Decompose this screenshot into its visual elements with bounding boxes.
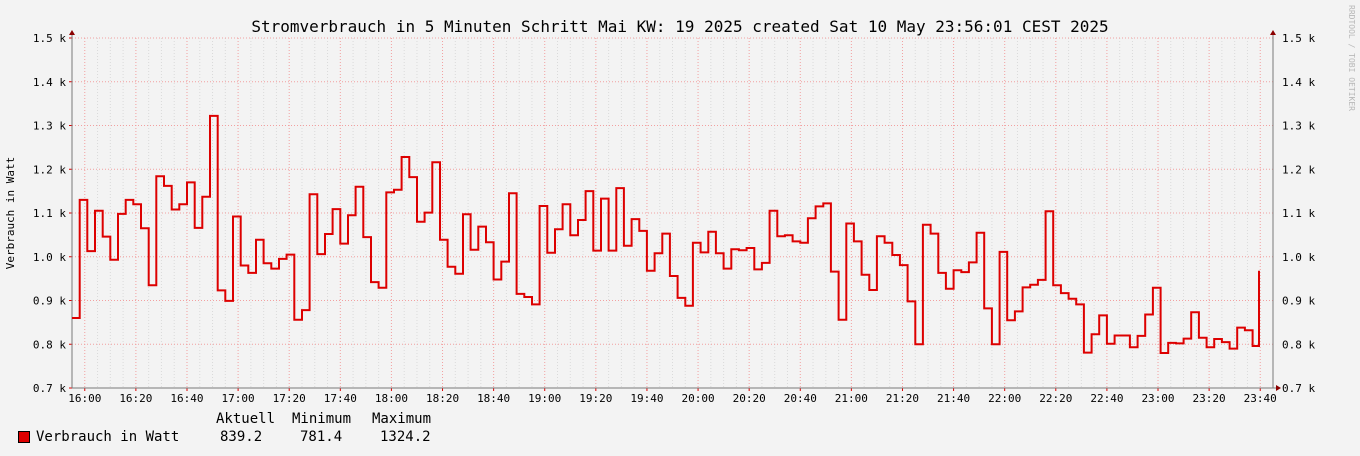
y-tick-label: 0.9 k: [33, 295, 66, 308]
series-line-verbrauch: [72, 114, 1260, 354]
legend-stats-header-max: Maximum: [372, 411, 431, 427]
legend-swatch: [18, 431, 30, 443]
y-tick-labels-left: 0.7 k 0.8 k 0.9 k 1.0 k 1.1 k 1.2 k 1.3 k 1.4 k…: [33, 32, 66, 395]
y-tick-label-right: 1.1 k: [1282, 207, 1315, 220]
y-tick-label: 0.7 k: [33, 382, 66, 395]
stat-value-aktuell: 839.2: [220, 429, 263, 445]
y-tick-label: 1.0 k: [33, 251, 66, 264]
stat-value-maximum: 1324.2: [380, 429, 431, 445]
axes: [69, 30, 1281, 391]
stat-value-maximum-cell: 1324.2: [380, 429, 431, 445]
y-axis-label: Verbrauch in Watt: [4, 157, 17, 270]
legend-entry: Verbrauch in Watt: [18, 429, 179, 445]
x-tick-labels: 16:00 16:20 16:40 17:00 17:20 17:40 18:00 18:20…: [68, 392, 1277, 405]
y-tick-label: 0.8 k: [33, 338, 66, 351]
x-tick-label: 21:00: [835, 392, 868, 405]
stat-value-minimum-cell: 781.4: [300, 429, 342, 445]
x-tick-label: 20:40: [784, 392, 817, 405]
x-tick-label: 20:00: [681, 392, 714, 405]
x-tick-label: 22:00: [988, 392, 1021, 405]
y-tick-label-right: 1.2 k: [1282, 163, 1315, 176]
x-tick-label: 20:20: [733, 392, 766, 405]
y-tick-label-right: 0.8 k: [1282, 338, 1315, 351]
y-tick-labels-right: 0.7 k 0.8 k 0.9 k 1.0 k 1.1 k 1.2 k 1.3 k 1.4 k…: [1282, 32, 1315, 395]
legend-stats-header: Aktuell: [216, 411, 275, 427]
x-tick-label: 23:00: [1141, 392, 1174, 405]
y-tick-label: 1.5 k: [33, 32, 66, 45]
stat-value-minimum: 781.4: [300, 429, 343, 445]
x-tick-label: 23:40: [1244, 392, 1277, 405]
x-tick-label: 23:20: [1193, 392, 1226, 405]
x-tick-label: 16:40: [170, 392, 203, 405]
y-tick-label: 1.3 k: [33, 120, 66, 133]
legend-series-name: Verbrauch in Watt: [36, 429, 180, 445]
y-tick-label-right: 0.7 k: [1282, 382, 1315, 395]
x-tick-label: 17:00: [222, 392, 255, 405]
y-axis-arrow-right: [1270, 30, 1276, 35]
x-axis-arrow: [1276, 385, 1281, 391]
y-tick-label-right: 1.0 k: [1282, 251, 1315, 264]
x-tick-label: 19:20: [579, 392, 612, 405]
y-tick-label: 1.1 k: [33, 207, 66, 220]
y-tick-label: 1.4 k: [33, 76, 66, 89]
watermark-text: RRDTOOL / TOBI OETIKER: [1347, 5, 1356, 111]
x-tick-label: 18:00: [375, 392, 408, 405]
y-tick-label-right: 0.9 k: [1282, 295, 1315, 308]
x-tick-label: 21:20: [886, 392, 919, 405]
x-tick-label: 19:40: [630, 392, 663, 405]
y-tick-label-right: 1.3 k: [1282, 120, 1315, 133]
legend-stats-header-min: Minimum: [292, 411, 351, 427]
x-tick-label: 17:20: [273, 392, 306, 405]
stat-label-aktuell: Aktuell: [216, 411, 276, 427]
chart-title: Stromverbrauch in 5 Minuten Schritt Mai …: [251, 17, 1108, 36]
stat-label-maximum: Maximum: [372, 411, 432, 427]
stat-label-minimum: Minimum: [292, 411, 352, 427]
x-tick-label: 21:40: [937, 392, 970, 405]
x-tick-label: 16:20: [119, 392, 152, 405]
y-tick-label-right: 1.5 k: [1282, 32, 1315, 45]
y-tick-label-right: 1.4 k: [1282, 76, 1315, 89]
x-tick-label: 19:00: [528, 392, 561, 405]
stat-value-aktuell-cell: 839.2: [220, 429, 262, 445]
x-tick-label: 22:20: [1039, 392, 1072, 405]
x-tick-label: 22:40: [1090, 392, 1123, 405]
y-axis-arrow: [69, 30, 75, 35]
y-tick-label: 1.2 k: [33, 163, 66, 176]
x-tick-label: 18:40: [477, 392, 510, 405]
x-tick-label: 18:20: [426, 392, 459, 405]
x-tick-label: 17:40: [324, 392, 357, 405]
x-tick-label: 16:00: [68, 392, 101, 405]
